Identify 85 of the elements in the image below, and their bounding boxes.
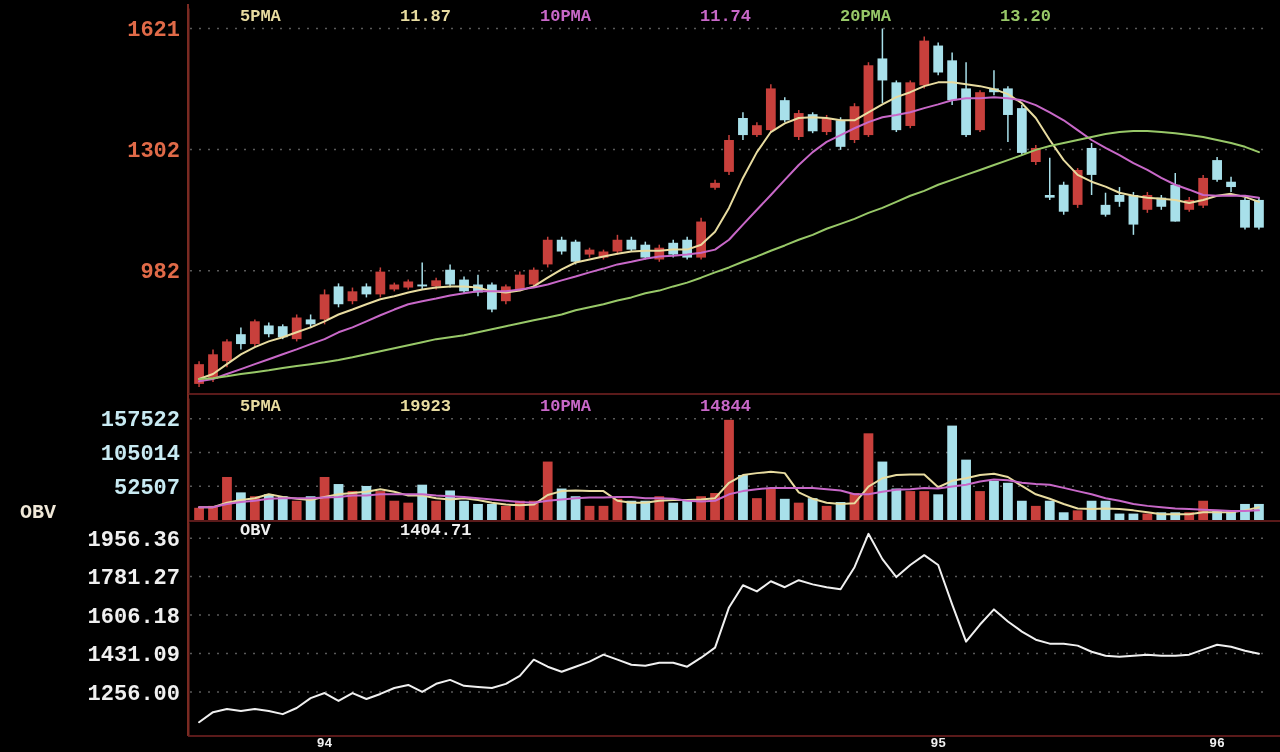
candlestick — [612, 234, 623, 256]
candlestick — [821, 114, 832, 136]
line-series — [198, 478, 1260, 513]
x-tick-label: 96 — [1209, 736, 1226, 752]
bar — [431, 500, 442, 520]
y-tick-label: 1431.09 — [87, 643, 180, 669]
bar — [542, 461, 553, 520]
y-tick-label: 1956.36 — [87, 527, 180, 553]
annotation: 19923 — [400, 397, 452, 416]
y-tick-label: 1621 — [127, 18, 180, 44]
candlestick — [807, 111, 818, 134]
y-tick-label: 1256.00 — [87, 681, 180, 707]
bar — [961, 459, 971, 520]
bar — [807, 498, 818, 520]
candlestick — [877, 27, 888, 104]
bar — [459, 500, 469, 520]
candlestick — [375, 266, 386, 299]
text: 5PMA — [240, 397, 282, 416]
y-tick-label: 982 — [140, 260, 180, 286]
candlestick — [333, 282, 344, 309]
bar — [500, 505, 511, 520]
bar — [403, 502, 414, 520]
bar — [682, 500, 693, 520]
bar — [375, 491, 386, 520]
bar — [1072, 510, 1083, 520]
bar — [752, 498, 762, 520]
candlestick — [445, 263, 455, 289]
bar — [598, 505, 609, 520]
candlestick — [249, 318, 260, 348]
candlestick — [793, 109, 804, 141]
bar — [473, 503, 483, 520]
bar — [779, 498, 790, 520]
bar — [793, 502, 804, 520]
bar — [584, 505, 595, 520]
candlestick — [236, 326, 246, 351]
bar — [487, 503, 497, 520]
bar — [947, 425, 958, 520]
bar — [1003, 482, 1013, 520]
bar — [291, 500, 302, 520]
annotation: 11.74 — [700, 7, 752, 26]
bar — [1030, 505, 1041, 520]
annotation: 14844 — [700, 397, 752, 416]
candlestick — [1044, 157, 1055, 201]
bar — [891, 488, 902, 520]
bar — [1016, 500, 1027, 520]
y-tick-label: 1781.27 — [87, 566, 180, 592]
bar — [933, 494, 944, 520]
y-tick-label: 1302 — [127, 139, 180, 165]
text: 20PMA — [840, 7, 892, 26]
bar — [989, 480, 999, 520]
x-tick-label: 94 — [316, 736, 333, 752]
text: 10PMA — [540, 7, 592, 26]
bar — [389, 500, 400, 520]
bar — [222, 476, 232, 520]
bar — [905, 491, 916, 520]
bar — [765, 488, 776, 520]
bar — [1058, 512, 1069, 520]
y-tick-label: 52507 — [113, 475, 180, 501]
candlestick — [1100, 191, 1111, 218]
bar — [668, 502, 679, 520]
candlestick — [222, 338, 232, 368]
bar — [919, 491, 930, 520]
bar — [738, 475, 748, 520]
y-tick-label: 157522 — [100, 408, 180, 434]
candlestick — [779, 96, 790, 123]
candlestick — [1114, 186, 1125, 208]
text: 10PMA — [540, 397, 592, 416]
y-tick-label: 105014 — [100, 442, 180, 468]
y-axis-title: OBV — [20, 501, 57, 524]
text: 5PMA — [240, 7, 282, 26]
candlestick — [1212, 156, 1222, 183]
annotation: 11.87 — [400, 7, 452, 26]
bar — [194, 507, 204, 520]
bar — [724, 419, 734, 520]
candlestick — [291, 313, 302, 343]
x-tick-label: 95 — [930, 736, 947, 752]
bar — [975, 491, 985, 520]
annotation: 13.20 — [1000, 7, 1052, 26]
bar — [1044, 500, 1055, 520]
y-tick-label: 1606.18 — [87, 604, 180, 630]
bar — [821, 505, 832, 520]
candlestick — [738, 111, 748, 141]
annotation: 1404.71 — [400, 521, 472, 540]
bar — [1142, 513, 1153, 520]
text: OBV — [240, 521, 272, 540]
